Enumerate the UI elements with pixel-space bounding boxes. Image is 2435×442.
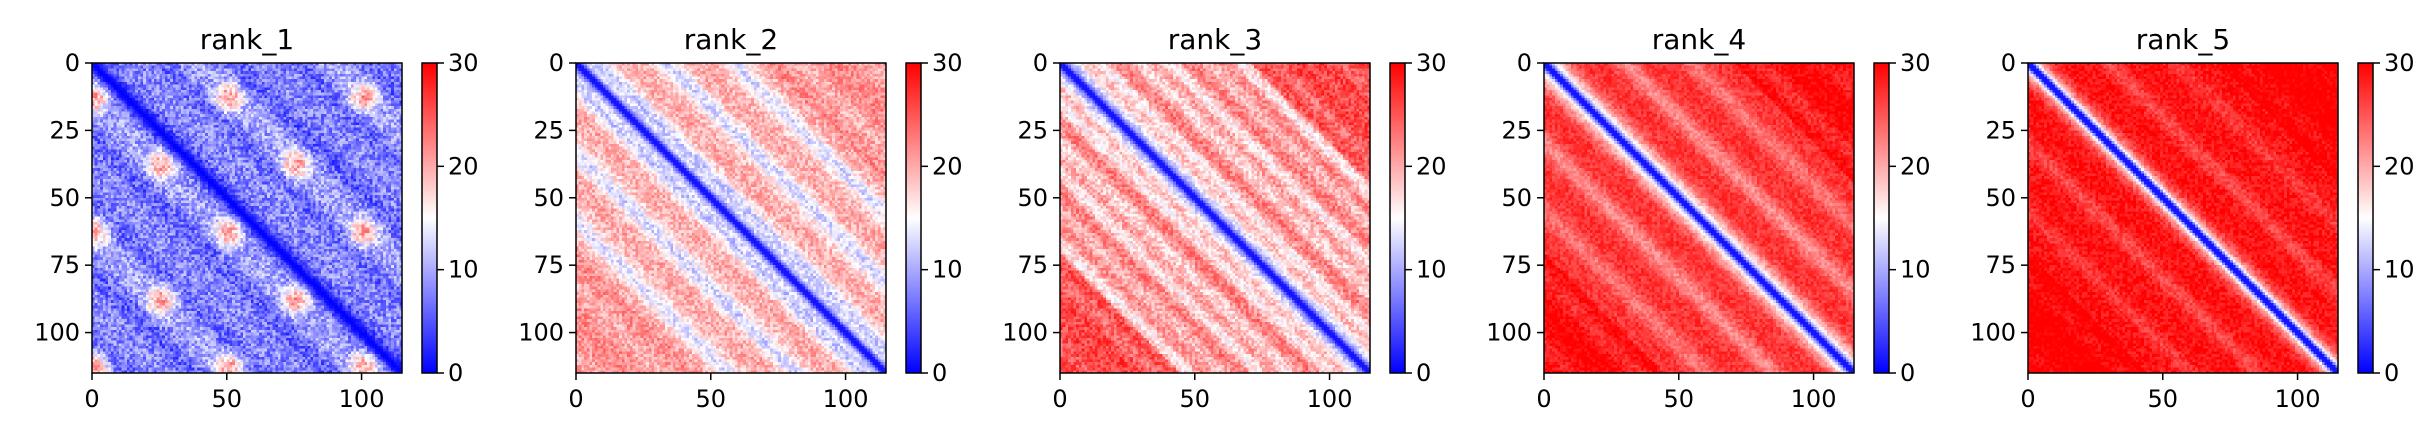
- x-tick-label: 0: [568, 385, 583, 413]
- colorbar-tick-label: 20: [1416, 152, 1447, 180]
- x-tick-label: 100: [339, 385, 385, 413]
- colorbar-gradient: [2358, 63, 2373, 373]
- y-tick-label: 75: [1017, 251, 1048, 279]
- plot-frame: [91, 62, 403, 374]
- colorbar-gradient: [1390, 63, 1405, 373]
- x-tick-label: 50: [696, 385, 727, 413]
- colorbar-frame: [2357, 62, 2374, 374]
- colorbar-tick-label: 30: [1900, 49, 1931, 77]
- x-tick-label: 0: [2020, 385, 2035, 413]
- plot-frame: [1059, 62, 1371, 374]
- chart-panel-rank_3: rank_3 0 25 50 75 100 0 50 100 0 10 20 30: [1002, 23, 1446, 413]
- colorbar-tick-label: 10: [1900, 256, 1931, 284]
- colorbar-tick-label: 30: [932, 49, 963, 77]
- colorbar-frame: [905, 62, 922, 374]
- y-tick-label: 0: [65, 49, 80, 77]
- y-tick-label: 0: [1033, 49, 1048, 77]
- chart-title: rank_3: [1168, 23, 1262, 56]
- chart-panel-rank_5: rank_5 0 25 50 75 100 0 50 100 0 10 20 30: [1970, 23, 2414, 413]
- y-tick-label: 75: [49, 251, 80, 279]
- y-tick-label: 25: [1985, 116, 2016, 144]
- y-tick-label: 100: [1002, 319, 1048, 347]
- heatmap-image: [1544, 63, 1854, 373]
- colorbar-tick-label: 0: [932, 359, 947, 387]
- y-tick-label: 25: [1501, 116, 1532, 144]
- y-tick-label: 0: [1517, 49, 1532, 77]
- plot-frame: [575, 62, 887, 374]
- y-tick-label: 75: [533, 251, 564, 279]
- y-tick-label: 100: [1486, 319, 1532, 347]
- chart-title: rank_5: [2136, 23, 2230, 56]
- y-tick-label: 0: [2001, 49, 2016, 77]
- x-tick-label: 100: [1791, 385, 1837, 413]
- heatmap-image: [1060, 63, 1370, 373]
- colorbar-tick-label: 20: [1900, 152, 1931, 180]
- chart-panel-rank_2: rank_2 0 25 50 75 100 0 50 100 0 10 20 30: [518, 23, 962, 413]
- y-tick-label: 100: [518, 319, 564, 347]
- colorbar-tick-label: 30: [448, 49, 479, 77]
- colorbar-gradient: [906, 63, 921, 373]
- y-tick-label: 50: [1985, 184, 2016, 212]
- x-tick-label: 50: [2148, 385, 2179, 413]
- y-tick-label: 75: [1501, 251, 1532, 279]
- y-tick-label: 25: [49, 116, 80, 144]
- colorbar-tick-label: 0: [448, 359, 463, 387]
- x-tick-label: 50: [1180, 385, 1211, 413]
- heatmap-image: [2028, 63, 2338, 373]
- y-tick-label: 100: [1970, 319, 2016, 347]
- colorbar-tick-label: 0: [2384, 359, 2399, 387]
- plot-frame: [2027, 62, 2339, 374]
- x-tick-label: 0: [84, 385, 99, 413]
- x-tick-label: 50: [212, 385, 243, 413]
- x-tick-label: 50: [1664, 385, 1695, 413]
- colorbar-tick-label: 0: [1900, 359, 1915, 387]
- colorbar-tick-label: 30: [2384, 49, 2415, 77]
- y-tick-label: 100: [34, 319, 80, 347]
- heatmap-image: [576, 63, 886, 373]
- colorbar-tick-label: 20: [2384, 152, 2415, 180]
- chart-panel-rank_1: rank_1 0 25 50 75 100 0 50 100 0 10 20 30: [34, 23, 478, 413]
- colorbar-tick-label: 20: [448, 152, 479, 180]
- y-tick-label: 0: [549, 49, 564, 77]
- colorbar-gradient: [1874, 63, 1889, 373]
- y-tick-label: 75: [1985, 251, 2016, 279]
- y-tick-label: 25: [1017, 116, 1048, 144]
- x-tick-label: 100: [2275, 385, 2321, 413]
- y-tick-label: 50: [49, 184, 80, 212]
- colorbar-tick-label: 10: [448, 256, 479, 284]
- y-tick-label: 50: [1501, 184, 1532, 212]
- colorbar-tick-label: 10: [932, 256, 963, 284]
- colorbar-tick-label: 20: [932, 152, 963, 180]
- heatmap-image: [92, 63, 402, 373]
- chart-title: rank_4: [1652, 23, 1746, 56]
- x-tick-label: 0: [1052, 385, 1067, 413]
- colorbar-frame: [421, 62, 438, 374]
- colorbar-tick-label: 10: [2384, 256, 2415, 284]
- x-tick-label: 100: [1307, 385, 1353, 413]
- y-tick-label: 25: [533, 116, 564, 144]
- chart-panel-rank_4: rank_4 0 25 50 75 100 0 50 100 0 10 20 30: [1486, 23, 1930, 413]
- colorbar-gradient: [422, 63, 437, 373]
- plot-frame: [1543, 62, 1855, 374]
- colorbar-frame: [1389, 62, 1406, 374]
- x-tick-label: 100: [823, 385, 869, 413]
- y-tick-label: 50: [533, 184, 564, 212]
- x-tick-label: 0: [1536, 385, 1551, 413]
- colorbar-tick-label: 10: [1416, 256, 1447, 284]
- colorbar-frame: [1873, 62, 1890, 374]
- y-tick-label: 50: [1017, 184, 1048, 212]
- colorbar-tick-label: 0: [1416, 359, 1431, 387]
- chart-title: rank_2: [684, 23, 778, 56]
- chart-title: rank_1: [200, 23, 294, 56]
- colorbar-tick-label: 30: [1416, 49, 1447, 77]
